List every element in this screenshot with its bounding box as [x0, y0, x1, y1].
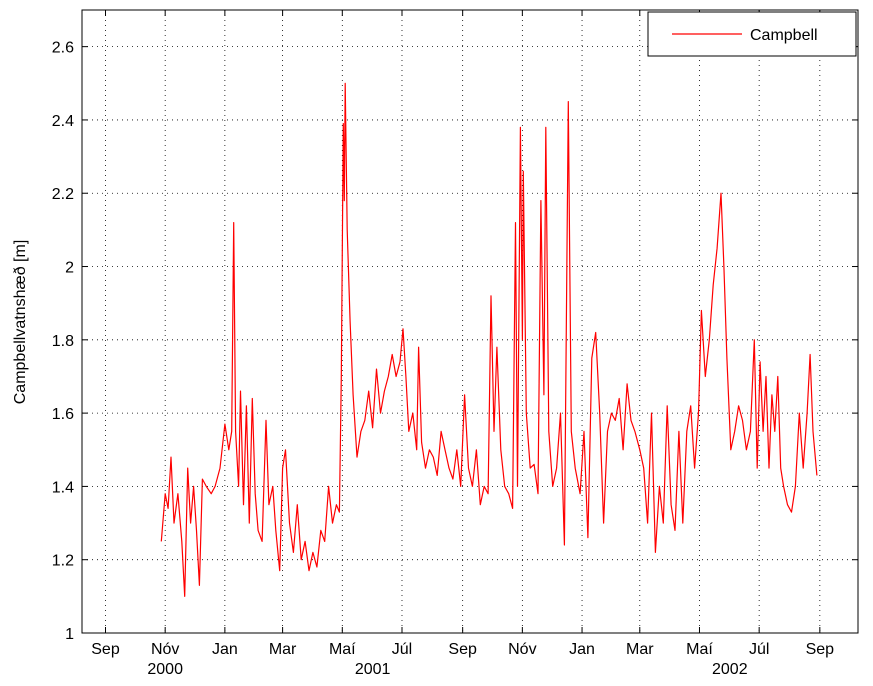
x-tick-label: Jan	[212, 641, 238, 658]
x-tick-label: Sep	[448, 641, 477, 658]
x-tick-label: Maí	[686, 641, 713, 658]
data-line	[160, 82, 818, 597]
legend-label: Campbell	[750, 27, 818, 44]
y-tick-label: 2.6	[52, 40, 74, 57]
x-tick-label: Nóv	[151, 641, 179, 658]
y-tick-label: 1.2	[52, 553, 74, 570]
x-tick-label: Jan	[569, 641, 595, 658]
x-tick-label: Júl	[392, 641, 412, 658]
year-label: 2002	[712, 661, 748, 678]
x-tick-label: Mar	[269, 641, 297, 658]
y-tick-label: 2	[65, 260, 74, 277]
y-axis-label: Campbellvatnshæð [m]	[12, 240, 29, 405]
year-label: 2001	[355, 661, 391, 678]
x-tick-label: Mar	[626, 641, 654, 658]
x-tick-label: Júl	[749, 641, 769, 658]
year-label: 2000	[147, 661, 183, 678]
y-tick-label: 2.4	[52, 113, 74, 130]
x-tick-label: Nóv	[508, 641, 536, 658]
x-tick-label: Maí	[329, 641, 356, 658]
x-tick-label: Sep	[91, 641, 120, 658]
x-tick-label: Sep	[806, 641, 835, 658]
y-tick-label: 1.6	[52, 406, 74, 423]
y-tick-label: 1	[65, 626, 74, 643]
plot-frame	[81, 9, 859, 634]
y-tick-label: 2.2	[52, 186, 74, 203]
y-tick-label: 1.8	[52, 333, 74, 350]
y-tick-label: 1.4	[52, 479, 74, 496]
